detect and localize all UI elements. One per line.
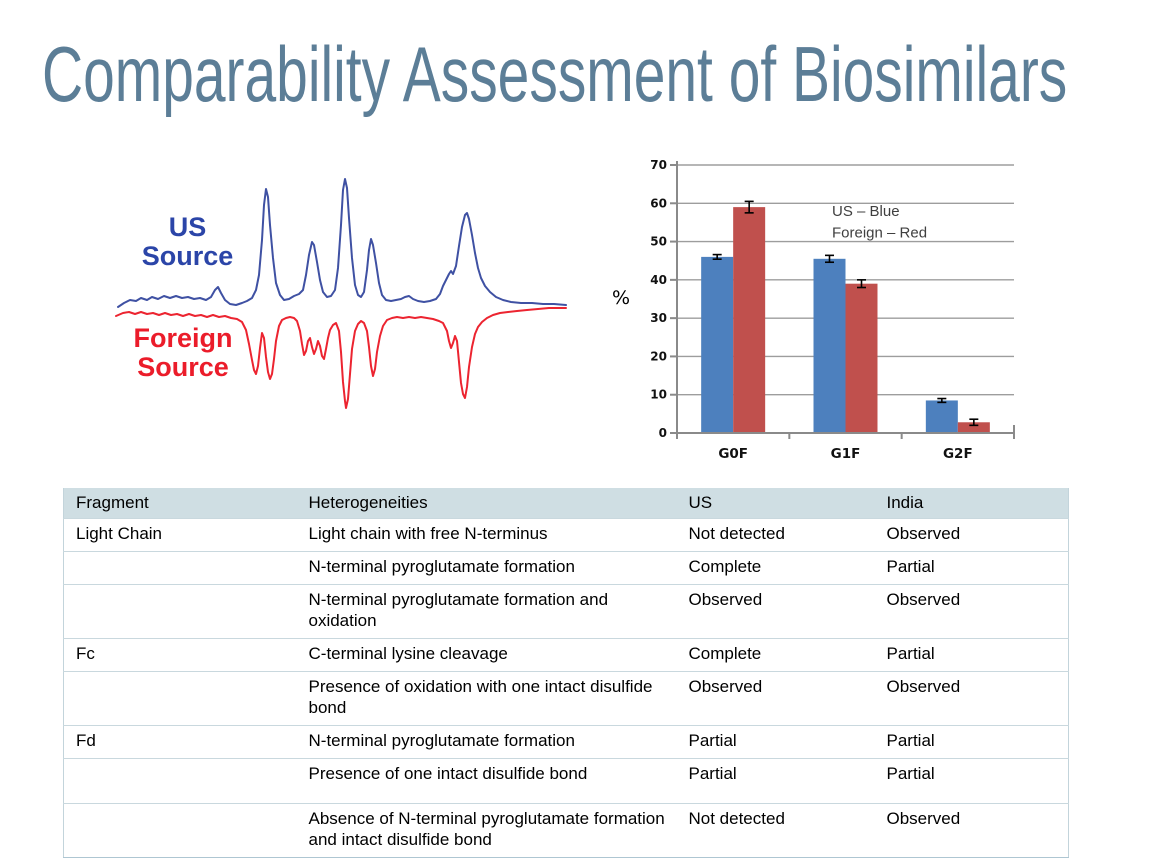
table-cell: Partial <box>881 758 1069 804</box>
y-tick-label: 20 <box>650 349 667 363</box>
table-cell: Presence of one intact disulfide bond <box>303 758 684 804</box>
table-row: Fd N-terminal pyroglutamate formation Part… <box>63 725 1069 759</box>
table-cell: Light chain with free N-terminus <box>303 518 684 552</box>
y-tick-label: 70 <box>650 158 667 172</box>
x-category-label: G1F <box>831 446 861 462</box>
foreign-source-label: Foreign Source <box>133 323 233 382</box>
legend-line: US – Blue <box>832 203 900 220</box>
table-cell: Complete <box>683 638 882 672</box>
table-cell <box>63 551 304 585</box>
table-row: Absence of N-terminal pyroglutamate form… <box>63 803 1069 858</box>
table-cell: Partial <box>683 725 882 759</box>
table-cell <box>63 671 304 726</box>
table-cell: Partial <box>881 638 1069 672</box>
table-cell: Observed <box>881 584 1069 639</box>
table-cell <box>63 758 304 804</box>
y-tick-label: 50 <box>650 235 667 249</box>
table-cell: N-terminal pyroglutamate formation <box>303 725 684 759</box>
table-cell: N-terminal pyroglutamate formation <box>303 551 684 585</box>
table-cell: C-terminal lysine cleavage <box>303 638 684 672</box>
y-axis-label: % <box>612 287 630 309</box>
table-cell: Observed <box>881 803 1069 858</box>
x-category-label: G2F <box>943 446 973 462</box>
table-row: Presence of oxidation with one intact di… <box>63 671 1069 726</box>
y-tick-label: 60 <box>650 196 667 210</box>
legend-line: Foreign – Red <box>832 225 927 242</box>
us-source-label: US Source <box>141 212 234 271</box>
y-tick-label: 40 <box>650 273 667 287</box>
table-cell: Observed <box>881 518 1069 552</box>
table-cell: Presence of oxidation with one intact di… <box>303 671 684 726</box>
bar-foreign-g2f <box>957 422 990 433</box>
table-cell <box>63 803 304 858</box>
table-header-cell: India <box>881 488 1069 519</box>
table-cell: Fd <box>63 725 304 759</box>
table-cell: Complete <box>683 551 882 585</box>
table-row: N-terminal pyroglutamate formation and o… <box>63 584 1069 639</box>
table-cell: Fc <box>63 638 304 672</box>
table-row: N-terminal pyroglutamate formation Comple… <box>63 551 1069 585</box>
table-cell <box>63 584 304 639</box>
table-header-cell: Fragment <box>63 488 304 519</box>
table-cell: Observed <box>683 584 882 639</box>
y-tick-label: 10 <box>650 388 667 402</box>
table-cell: Partial <box>881 725 1069 759</box>
glycan-bar-chart: 0 10 20 30 40 50 60 70 G0F G1F G2F US – Blue Foreign… <box>612 158 1015 462</box>
bar-us-g1f <box>813 258 846 433</box>
table-cell: Observed <box>881 671 1069 726</box>
table-header-cell: Heterogeneities <box>303 488 684 519</box>
table-header: Fragment Heterogeneities US India <box>63 488 1069 519</box>
y-tick-label: 30 <box>650 311 667 325</box>
bar-us-g0f <box>701 256 734 433</box>
bar-foreign-g1f <box>845 283 878 433</box>
table-cell: Partial <box>683 758 882 804</box>
page-title: Comparability Assessment of Biosimilars <box>42 30 1068 118</box>
table-row: Presence of one intact disulfide bond Par… <box>63 758 1069 804</box>
trace-us-source <box>117 178 567 308</box>
bar-us-g2f <box>925 400 958 433</box>
y-tick-label: 0 <box>659 426 667 440</box>
trace-foreign-source <box>115 307 567 409</box>
table-row: Light Chain Light chain with free N-termi… <box>63 518 1069 552</box>
table-cell: Observed <box>683 671 882 726</box>
table-cell: Not detected <box>683 803 882 858</box>
chromatogram-figure <box>115 178 567 409</box>
bar-foreign-g0f <box>733 207 766 433</box>
x-category-label: G0F <box>718 446 748 462</box>
table-cell: Absence of N-terminal pyroglutamate form… <box>303 803 684 858</box>
table-cell: N-terminal pyroglutamate formation and o… <box>303 584 684 639</box>
table-cell: Not detected <box>683 518 882 552</box>
table-cell: Partial <box>881 551 1069 585</box>
table-row: Fc C-terminal lysine cleavage Complete Part… <box>63 638 1069 672</box>
comparability-table: Fragment Heterogeneities US India Light Cha… <box>63 488 1069 858</box>
table-header-cell: US <box>683 488 882 519</box>
table-cell: Light Chain <box>63 518 304 552</box>
